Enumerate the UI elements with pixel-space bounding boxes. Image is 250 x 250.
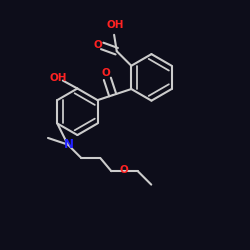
Text: OH: OH xyxy=(49,74,67,84)
Text: O: O xyxy=(93,40,102,50)
Text: O: O xyxy=(120,165,129,175)
Text: O: O xyxy=(101,68,110,78)
Text: N: N xyxy=(64,138,74,150)
Text: OH: OH xyxy=(107,20,124,30)
